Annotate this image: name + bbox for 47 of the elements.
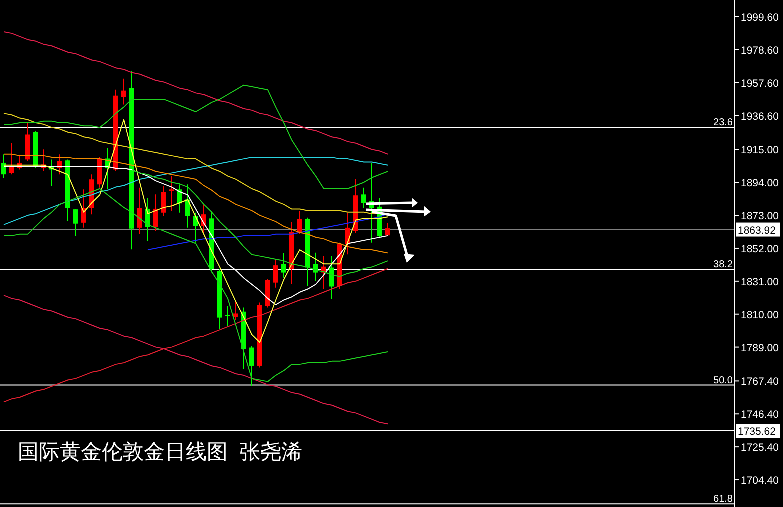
candlestick — [386, 223, 390, 237]
ref-line-label: 1735.62 — [738, 426, 776, 438]
candlestick — [154, 194, 158, 232]
candlestick — [2, 154, 6, 179]
y-tick-label: 1873.00 — [741, 210, 780, 223]
y-tick-label: 1852.00 — [741, 243, 780, 256]
candlestick — [250, 346, 254, 387]
line-series — [4, 84, 388, 190]
candlestick — [74, 209, 78, 237]
candlestick — [362, 187, 366, 209]
candlestick — [234, 300, 238, 321]
y-tick-label: 1936.60 — [741, 110, 780, 123]
y-tick-label: 1999.60 — [741, 12, 780, 24]
candlestick — [226, 306, 230, 327]
y-tick-label: 1725.40 — [741, 442, 780, 454]
candlestick — [330, 256, 334, 300]
annotation: 23.6 — [714, 118, 734, 129]
y-tick-label: 1831.00 — [741, 276, 780, 288]
candlestick — [138, 187, 142, 236]
line-series — [4, 157, 388, 226]
candlestick — [186, 184, 190, 228]
y-tick-label: 1704.40 — [741, 475, 780, 488]
y-tick-label: 1894.00 — [741, 178, 780, 190]
line-series — [4, 154, 388, 254]
line-series — [4, 32, 388, 155]
y-tick-label: 1746.40 — [741, 409, 780, 422]
line-series — [4, 268, 388, 403]
annotation: 38.2 — [714, 260, 734, 270]
y-tick-label: 1978.60 — [741, 44, 780, 57]
candlestick — [314, 252, 318, 282]
y-tick-label: 1767.40 — [741, 376, 780, 388]
candlestick — [122, 78, 126, 106]
y-tick-label: 1915.00 — [741, 144, 780, 157]
annotation: 50.0 — [714, 375, 734, 386]
candlestick — [282, 253, 286, 278]
line-series — [4, 188, 388, 382]
line-series — [4, 295, 388, 425]
text: 国际黄金伦敦金日线图 张尧浠 — [18, 441, 303, 464]
ref-line-label: 1863.92 — [738, 224, 776, 237]
annotation: 61.8 — [714, 494, 734, 506]
y-tick-label: 1810.00 — [741, 309, 780, 322]
y-tick-label: 1957.60 — [741, 78, 780, 90]
candlestick — [170, 176, 174, 212]
candlestick — [274, 258, 278, 288]
y-tick-label: 1789.00 — [741, 342, 780, 354]
candlestick — [162, 186, 166, 217]
candlestick — [298, 210, 302, 236]
